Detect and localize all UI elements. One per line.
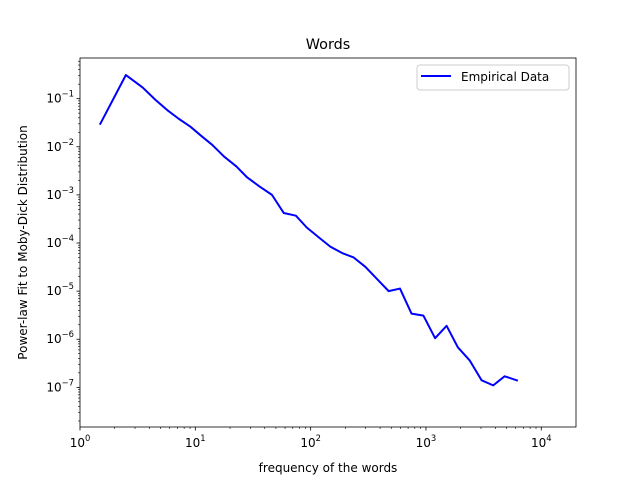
y-axis-label: Power-law Fit to Moby-Dick Distribution xyxy=(16,125,30,359)
x-tick-label: 104 xyxy=(531,433,552,450)
y-tick-label: 10−6 xyxy=(46,329,74,346)
plot-frame xyxy=(79,57,577,428)
legend-box xyxy=(416,64,570,91)
major-ticks xyxy=(76,98,542,431)
legend: Empirical Data xyxy=(416,64,570,91)
x-axis-label: frequency of the words xyxy=(259,461,398,475)
legend-label-empirical-data: Empirical Data xyxy=(461,70,549,84)
y-tick-label: 10−5 xyxy=(46,281,74,298)
x-tick-label: 100 xyxy=(70,433,91,450)
x-tick-labels: 100 101 102 103 104 xyxy=(70,433,552,450)
y-tick-label: 10−7 xyxy=(46,377,74,394)
x-tick-label: 101 xyxy=(185,433,206,450)
y-tick-label: 10−1 xyxy=(46,89,74,106)
x-tick-label: 102 xyxy=(300,433,321,450)
y-tick-labels: 10−7 10−6 10−5 10−4 10−3 10−2 10−1 xyxy=(46,89,74,395)
series-line-empirical-data xyxy=(98,74,519,387)
chart-title: Words xyxy=(306,37,351,53)
y-tick-label: 10−3 xyxy=(46,185,74,202)
y-tick-label: 10−4 xyxy=(46,233,74,250)
y-tick-label: 10−2 xyxy=(46,137,74,154)
x-tick-label: 103 xyxy=(416,433,437,450)
